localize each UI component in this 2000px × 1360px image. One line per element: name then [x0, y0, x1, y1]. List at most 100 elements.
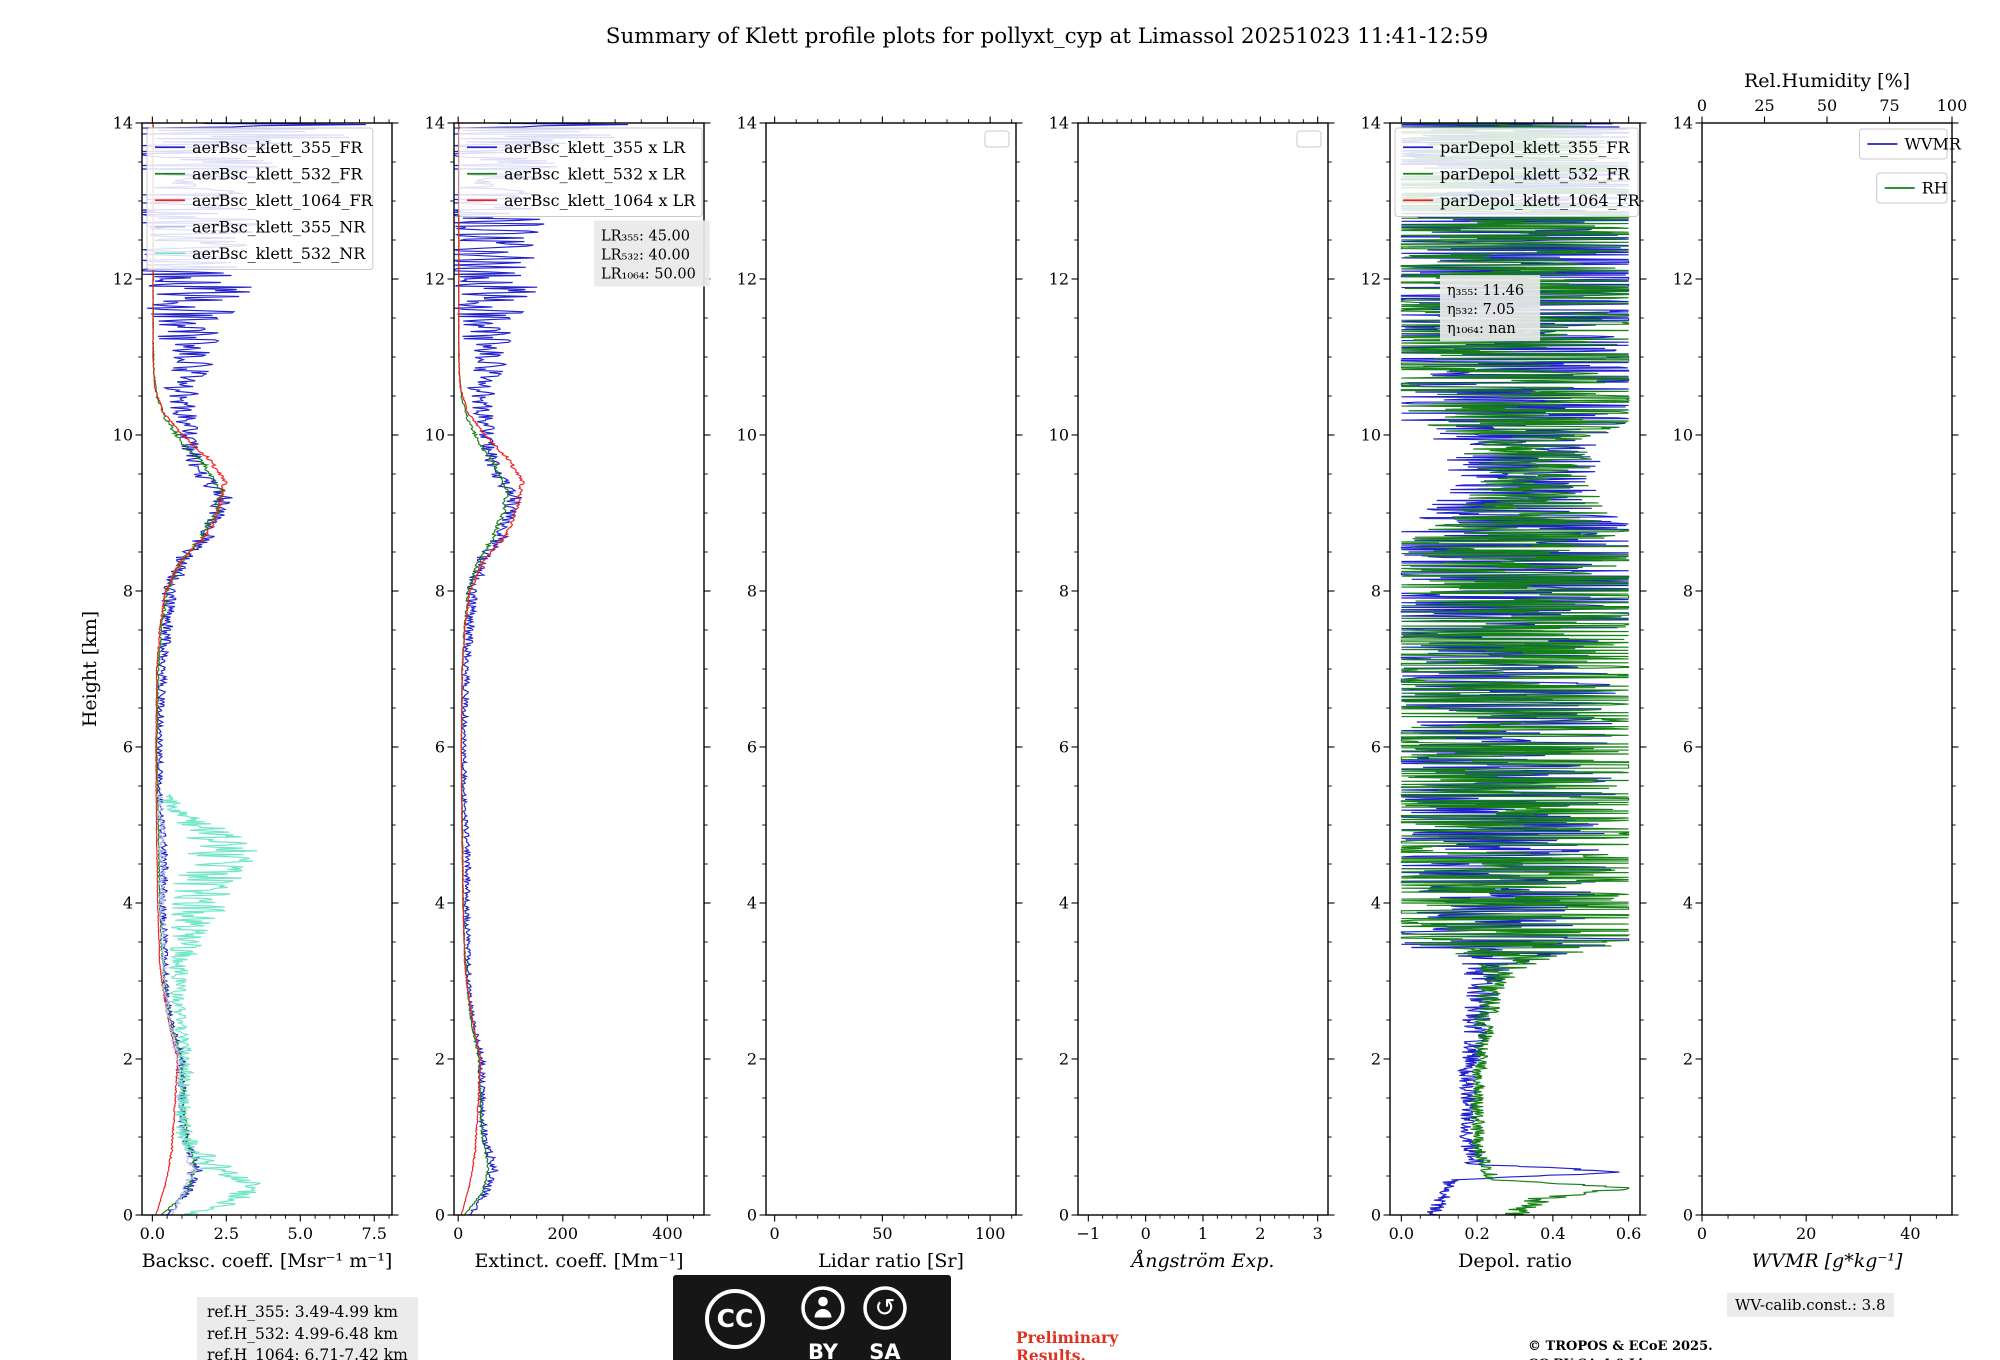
x-tick-label: 0.0: [1389, 1224, 1414, 1243]
legend: [1296, 130, 1322, 148]
y-tick-label: 14: [113, 114, 133, 133]
y-tick-label: 8: [1683, 582, 1693, 601]
top-axis-title: Rel.Humidity [%]: [1744, 70, 1910, 92]
y-tick-label: 8: [1059, 582, 1069, 601]
y-tick-label: 12: [737, 270, 757, 289]
x-tick-label: 100: [975, 1224, 1006, 1243]
axes-frame: [1077, 122, 1329, 1216]
sa-arrow-glyph: ↺: [875, 1293, 896, 1322]
legend-label: RH: [1922, 179, 1948, 198]
legend-label: aerBsc_klett_532_FR: [192, 164, 363, 183]
annotation-line: η₃₅₅: 11.46: [1447, 283, 1524, 299]
x-axis-title: Ångström Exp.: [1130, 1250, 1275, 1272]
preliminary-line-1: Preliminary: [1016, 1328, 1119, 1347]
top-axis-tick-label: 25: [1754, 96, 1774, 115]
series-parDepol_klett_532_FR: [1400, 123, 1631, 1215]
y-tick-label: 4: [1683, 894, 1693, 913]
by-person-icon: [801, 1286, 845, 1330]
preliminary-note: Preliminary Results.: [1016, 1328, 1119, 1360]
y-tick-label: 0: [1371, 1206, 1381, 1225]
legend-label: aerBsc_klett_532 x LR: [504, 164, 686, 183]
annotation-line: LR₅₃₂: 40.00: [601, 248, 690, 264]
annotation-background: [1440, 275, 1541, 342]
axes-frame: [1701, 122, 1953, 1216]
by-person-head: [818, 1296, 828, 1307]
y-tick-label: 14: [425, 114, 445, 133]
legend: aerBsc_klett_355_FR aerBsc_klett_532_FRae…: [146, 127, 374, 270]
legend-box: [146, 127, 374, 270]
cc-sa-label: SA: [869, 1340, 901, 1360]
y-tick-label: 4: [1059, 894, 1069, 913]
series-aerBsc_klett_1064xLR: [458, 123, 525, 1215]
y-tick-label: 0: [1059, 1206, 1069, 1225]
y-tick-label: 10: [737, 426, 757, 445]
legend: [984, 130, 1010, 148]
legend-box-empty: [1296, 130, 1322, 148]
y-tick-label: 0: [435, 1206, 445, 1225]
by-person-body: [814, 1309, 832, 1318]
y-tick-label: 2: [747, 1050, 757, 1069]
annotation-line: LR₃₅₅: 45.00: [601, 229, 690, 245]
x-axis-title: Lidar ratio [Sr]: [818, 1250, 964, 1272]
x-axis-title: WVMR [g*kg⁻¹]: [1752, 1250, 1903, 1272]
legend-box: [458, 127, 703, 217]
figure-title: Summary of Klett profile plots for polly…: [605, 24, 1489, 49]
annotation-background: [594, 220, 710, 287]
y-tick-label: 12: [113, 270, 133, 289]
sa-arrow-circle-icon: [863, 1286, 907, 1330]
x-tick-label: 3: [1313, 1224, 1323, 1243]
top-axis-tick-label: 100: [1937, 96, 1968, 115]
copyright-line-2: CC BY SA 4.0 License.: [1528, 1356, 1713, 1360]
y-tick-label: 10: [1361, 426, 1381, 445]
y-tick-label: 6: [747, 738, 757, 757]
cc-logo-text: CC: [717, 1304, 754, 1333]
legend-label: WVMR: [1904, 135, 1961, 154]
y-tick-label: 2: [1059, 1050, 1069, 1069]
x-tick-label: 0.0: [140, 1224, 165, 1243]
x-tick-label: 0: [770, 1224, 780, 1243]
series-aerBsc_klett_532_NR: [162, 793, 261, 1215]
x-tick-label: 2.5: [214, 1224, 239, 1243]
x-tick-label: 5.0: [288, 1224, 313, 1243]
copyright-note: © TROPOS & ECoE 2025. CC BY SA 4.0 Licen…: [1528, 1338, 1713, 1360]
x-tick-label: 200: [548, 1224, 579, 1243]
legend-box-empty: [984, 130, 1010, 148]
x-tick-label: 7.5: [362, 1224, 387, 1243]
x-tick-label: −1: [1077, 1224, 1101, 1243]
annotation-box: LR₃₅₅: 45.00 LR₅₃₂: 40.00 LR₁₀₆₄: 50.00: [594, 220, 710, 287]
x-tick-label: 0.6: [1616, 1224, 1641, 1243]
y-tick-label: 2: [1371, 1050, 1381, 1069]
series-aerBsc_klett_355xLR: [454, 123, 629, 1215]
y-tick-label: 4: [1371, 894, 1381, 913]
x-tick-label: 1: [1198, 1224, 1208, 1243]
x-tick-label: 0: [1141, 1224, 1151, 1243]
y-tick-label: 10: [113, 426, 133, 445]
cc-badge-background: [673, 1275, 951, 1360]
panel-wvmr: 0 20 40 0 2 4 6 8 10 12 14 WVMR [g*kg⁻¹] 0 25 50 75 100 R…: [1673, 70, 1968, 1272]
panel-lidar-ratio: 0 50 100 0 2 4 6 8 10 12 14 Lidar ratio [Sr]: [737, 114, 1023, 1272]
panel-depol: 0.0 0.2 0.4 0.6 0 2 4 6 8 10 12 14 Depol. ratio parDe…: [1361, 114, 1647, 1272]
top-axis-tick-label: 75: [1879, 96, 1899, 115]
y-tick-label: 0: [747, 1206, 757, 1225]
y-tick-label: 6: [1059, 738, 1069, 757]
y-tick-label: 6: [1371, 738, 1381, 757]
top-axis-tick-label: 50: [1817, 96, 1837, 115]
y-tick-label: 4: [747, 894, 757, 913]
annotation-box: η₃₅₅: 11.46 η₅₃₂: 7.05 η₁₀₆₄: nan: [1440, 275, 1541, 342]
x-tick-label: 0.2: [1464, 1224, 1489, 1243]
top-axis-tick-label: 0: [1697, 96, 1707, 115]
x-axis-title: Extinct. coeff. [Mm⁻¹]: [474, 1250, 683, 1272]
ref-height-532: ref.H_532: 4.99-6.48 km: [207, 1324, 398, 1343]
series-aerBsc_klett_355_FR: [142, 123, 367, 1215]
legend-label: aerBsc_klett_355_NR: [192, 217, 366, 236]
y-tick-label: 12: [1049, 270, 1069, 289]
cc-by-label: BY: [808, 1340, 839, 1360]
legend-label: aerBsc_klett_355_FR: [192, 138, 363, 157]
x-tick-label: 0: [453, 1224, 463, 1243]
legend-label: parDepol_klett_532_FR: [1440, 164, 1631, 183]
x-tick-label: 50: [872, 1224, 892, 1243]
x-tick-label: 40: [1900, 1224, 1920, 1243]
